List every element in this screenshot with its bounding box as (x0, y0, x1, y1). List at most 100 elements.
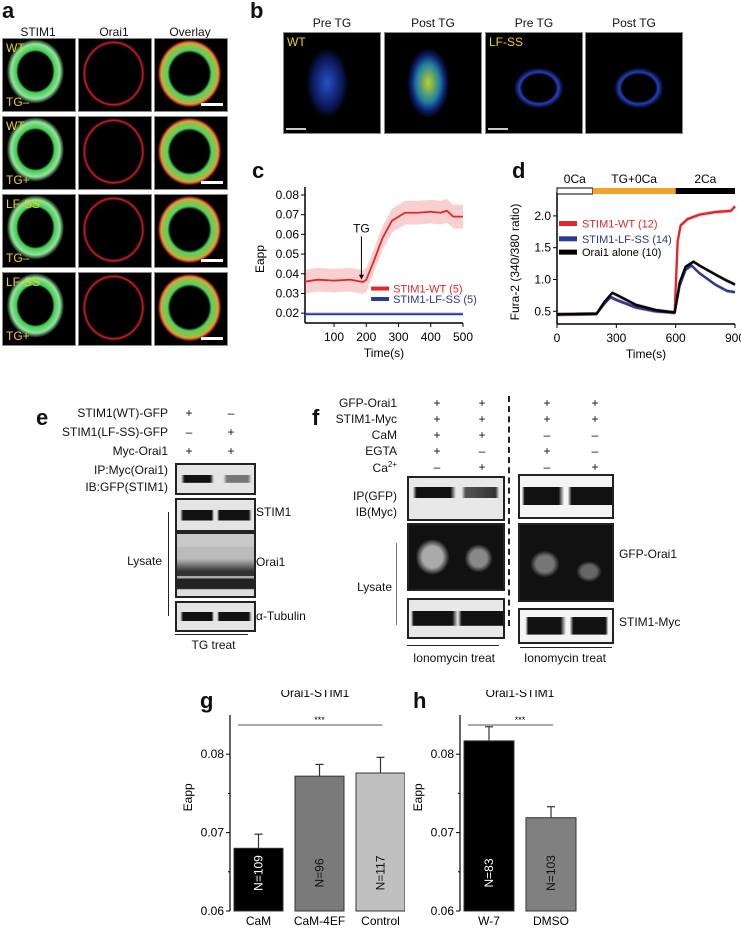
y-tick-label: 2.0 (534, 209, 551, 223)
bar (525, 817, 577, 912)
scale-bar (201, 337, 223, 340)
micrograph-a-r4-c1: LF-SS TG+ (2, 272, 76, 346)
micrograph-a-r2-c3 (154, 116, 228, 190)
condition-value: – (478, 444, 486, 458)
footer-rule (175, 634, 248, 635)
row-treatment-label: TG– (6, 251, 30, 265)
condition-value: + (227, 425, 235, 439)
scale-bar (286, 128, 306, 130)
y-axis-label: Eapp (181, 783, 195, 811)
condition-label: STIM1(WT)-GFP (77, 406, 168, 420)
series-line (556, 260, 736, 316)
row-genotype-label: LF-SS (6, 275, 41, 289)
x-tick-label: 300 (606, 331, 626, 345)
micrograph-a-r1-c1: WT TG– (2, 38, 76, 112)
chart-h-bar-eapp: Orai1-STIM1 0.06 0.07 0.08 Eapp N=83 W-7 N=103 D… (411, 690, 577, 928)
x-tick-label: 200 (356, 330, 376, 344)
lysate-label: Lysate (357, 580, 392, 594)
genotype-label: LF-SS (489, 35, 524, 49)
fret-image-3: LF-SS (485, 32, 583, 134)
band-label: GFP-Orai1 (619, 547, 678, 561)
y-tick-label: 0.02 (276, 306, 300, 320)
band-label: α-Tubulin (256, 609, 306, 623)
blot-ip (175, 463, 256, 495)
x-tick-label: 400 (421, 330, 441, 344)
condition-value: + (478, 460, 486, 474)
blot-tubulin (175, 601, 256, 632)
micrograph-a-r2-c1: WT TG+ (2, 116, 76, 190)
panel-a-col-stim1: STIM1 (20, 25, 56, 39)
condition-label: EGTA (365, 444, 397, 458)
significance-marker: *** (314, 715, 325, 725)
x-axis-label: Time(s) (626, 347, 666, 361)
condition-value: + (591, 412, 599, 426)
condition-value: – (543, 428, 551, 442)
footer-label: TG treat (191, 638, 236, 652)
y-tick-label: 0.03 (276, 286, 300, 300)
condition-value: + (591, 460, 599, 474)
condition-value: + (543, 444, 551, 458)
x-tick-label: 100 (324, 330, 344, 344)
condition-value: + (433, 444, 441, 458)
tg-annotation: TG (353, 221, 370, 235)
category-label: DMSO (533, 914, 569, 928)
category-label: CaM (246, 914, 271, 928)
n-label: N=117 (374, 855, 388, 890)
footer-rule-right (520, 647, 612, 648)
blot-lysate-left (407, 523, 505, 591)
x-tick-label: 600 (666, 331, 686, 345)
n-label: N=109 (252, 855, 266, 891)
condition-value: + (433, 396, 441, 410)
y-tick-label: 0.08 (276, 188, 300, 202)
condition-label: CaM (371, 428, 397, 442)
n-label: N=96 (313, 858, 327, 887)
panel-b-col-1-label: Pre TG (312, 16, 352, 30)
y-tick-label: 0.5 (534, 304, 551, 318)
band-label: STIM1 (256, 505, 292, 519)
panel-e-label: e (36, 405, 49, 430)
phase-label: 2Ca (694, 172, 716, 186)
micrograph-a-r1-c2 (78, 38, 152, 112)
chart-g-bar-eapp: Orai1-STIM1 0.06 0.07 0.08 Eapp N=109 CaM N=96 C… (181, 690, 405, 928)
condition-value: + (227, 444, 235, 458)
category-label: Control (361, 914, 400, 928)
row-treatment-label: TG+ (6, 173, 30, 187)
phase-label: TG+0Ca (611, 172, 657, 186)
category-label: W-7 (478, 914, 500, 928)
panel-b-col-4-label: Post TG (612, 16, 656, 30)
panel-f-label: f (312, 405, 320, 430)
category-label: CaM-4EF (294, 914, 345, 928)
chart-c-fret-time-course: 0.02 0.03 0.04 0.05 0.06 0.07 0.08 100 200 300 400… (253, 187, 477, 360)
legend-item: STIM1-LF-SS (14) (582, 234, 672, 246)
y-tick-label: 0.07 (276, 208, 300, 222)
ib-label: IB:GFP(STIM1) (85, 480, 168, 494)
panel-b-col-3-label: Pre TG (514, 16, 554, 30)
bar (233, 847, 284, 912)
band-label: Orai1 (256, 555, 286, 569)
condition-value: – (227, 406, 235, 420)
blot-tubulin-left (407, 598, 505, 639)
panel-g-label: g (200, 688, 214, 713)
condition-value: + (185, 444, 193, 458)
phase-label: 0Ca (564, 172, 586, 186)
condition-value: + (478, 428, 486, 442)
y-axis-label: Eapp (253, 245, 267, 273)
micrograph-a-r1-c3 (154, 38, 228, 112)
lysate-bracket (396, 543, 397, 625)
ib-label: IB(Myc) (355, 505, 397, 519)
footer-rule-left (407, 645, 499, 646)
condition-value: + (433, 412, 441, 426)
panel-c-label: c (252, 158, 265, 183)
condition-value: – (591, 428, 599, 442)
condition-value: + (185, 406, 193, 420)
blot-gfp-orai1 (518, 523, 614, 602)
bar (294, 775, 345, 912)
chart-d-fura2-time-course: 0.5 1.0 1.5 2.0 0 300 600 900 Time(s) Fura-2 (340… (508, 172, 741, 361)
condition-label: Ca2+ (372, 460, 397, 475)
blot-stim1-myc (518, 608, 614, 644)
chart-title: Orai1-STIM1 (486, 690, 555, 700)
micrograph-a-r3-c2 (78, 194, 152, 268)
condition-value: – (185, 425, 193, 439)
row-genotype-label: WT (6, 119, 25, 133)
panel-b-label: b (250, 0, 264, 23)
